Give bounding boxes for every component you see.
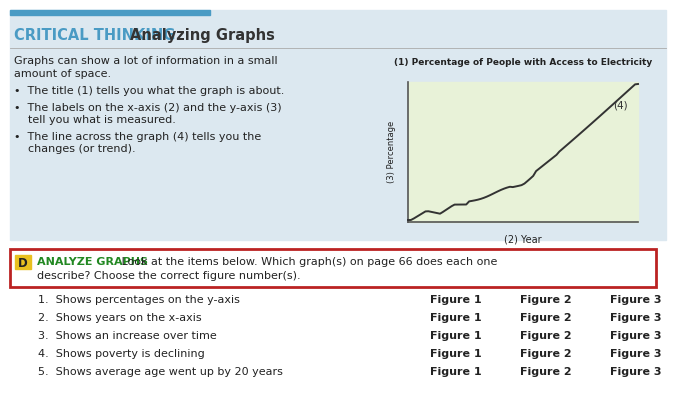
Text: •  The line across the graph (4) tells you the: • The line across the graph (4) tells yo…	[14, 132, 261, 142]
Bar	[10, 10, 666, 240]
Text: 2.  Shows years on the x-axis: 2. Shows years on the x-axis	[38, 313, 202, 323]
Text: •  The title (1) tells you what the graph is about.: • The title (1) tells you what the graph…	[14, 86, 285, 96]
Text: Figure 1: Figure 1	[430, 331, 482, 341]
Text: CRITICAL THINKING: CRITICAL THINKING	[14, 28, 176, 43]
Text: Figure 1: Figure 1	[430, 295, 482, 305]
Text: Figure 1: Figure 1	[430, 367, 482, 377]
Text: Figure 2: Figure 2	[520, 313, 571, 323]
Text: Graphs can show a lot of information in a small: Graphs can show a lot of information in …	[14, 56, 278, 66]
Text: 1.  Shows percentages on the y-axis: 1. Shows percentages on the y-axis	[38, 295, 240, 305]
Text: tell you what is measured.: tell you what is measured.	[14, 115, 176, 125]
Text: Figure 1: Figure 1	[430, 349, 482, 359]
Text: amount of space.: amount of space.	[14, 69, 111, 79]
Text: Figure 3: Figure 3	[610, 313, 661, 323]
Text: Figure 1: Figure 1	[430, 313, 482, 323]
Text: Analyzing Graphs: Analyzing Graphs	[130, 28, 275, 43]
Bar	[10, 10, 210, 15]
Text: Figure 2: Figure 2	[520, 367, 571, 377]
Text: Figure 3: Figure 3	[610, 349, 661, 359]
Text: describe? Choose the correct figure number(s).: describe? Choose the correct figure numb…	[37, 271, 300, 281]
Text: Figure 2: Figure 2	[520, 295, 571, 305]
Text: Figure 3: Figure 3	[610, 331, 661, 341]
FancyBboxPatch shape	[10, 249, 656, 287]
Text: 5.  Shows average age went up by 20 years: 5. Shows average age went up by 20 years	[38, 367, 283, 377]
Text: D: D	[18, 257, 28, 270]
Text: Figure 2: Figure 2	[520, 349, 571, 359]
Text: (1) Percentage of People with Access to Electricity: (1) Percentage of People with Access to …	[394, 58, 652, 67]
Text: Look at the items below. Which graph(s) on page 66 does each one: Look at the items below. Which graph(s) …	[118, 257, 497, 267]
Text: (4): (4)	[613, 100, 628, 110]
Text: (2) Year: (2) Year	[504, 234, 542, 244]
Text: (3) Percentage: (3) Percentage	[388, 121, 397, 183]
Bar	[408, 82, 638, 222]
Text: Figure 3: Figure 3	[610, 295, 661, 305]
Text: 3.  Shows an increase over time: 3. Shows an increase over time	[38, 331, 217, 341]
Text: changes (or trend).: changes (or trend).	[14, 144, 136, 154]
Text: Figure 3: Figure 3	[610, 367, 661, 377]
Text: Figure 2: Figure 2	[520, 331, 571, 341]
Text: 4.  Shows poverty is declining: 4. Shows poverty is declining	[38, 349, 204, 359]
Text: •  The labels on the x-axis (2) and the y-axis (3): • The labels on the x-axis (2) and the y…	[14, 103, 282, 113]
Bar	[15, 255, 31, 269]
Text: ANALYZE GRAPHS: ANALYZE GRAPHS	[37, 257, 148, 267]
